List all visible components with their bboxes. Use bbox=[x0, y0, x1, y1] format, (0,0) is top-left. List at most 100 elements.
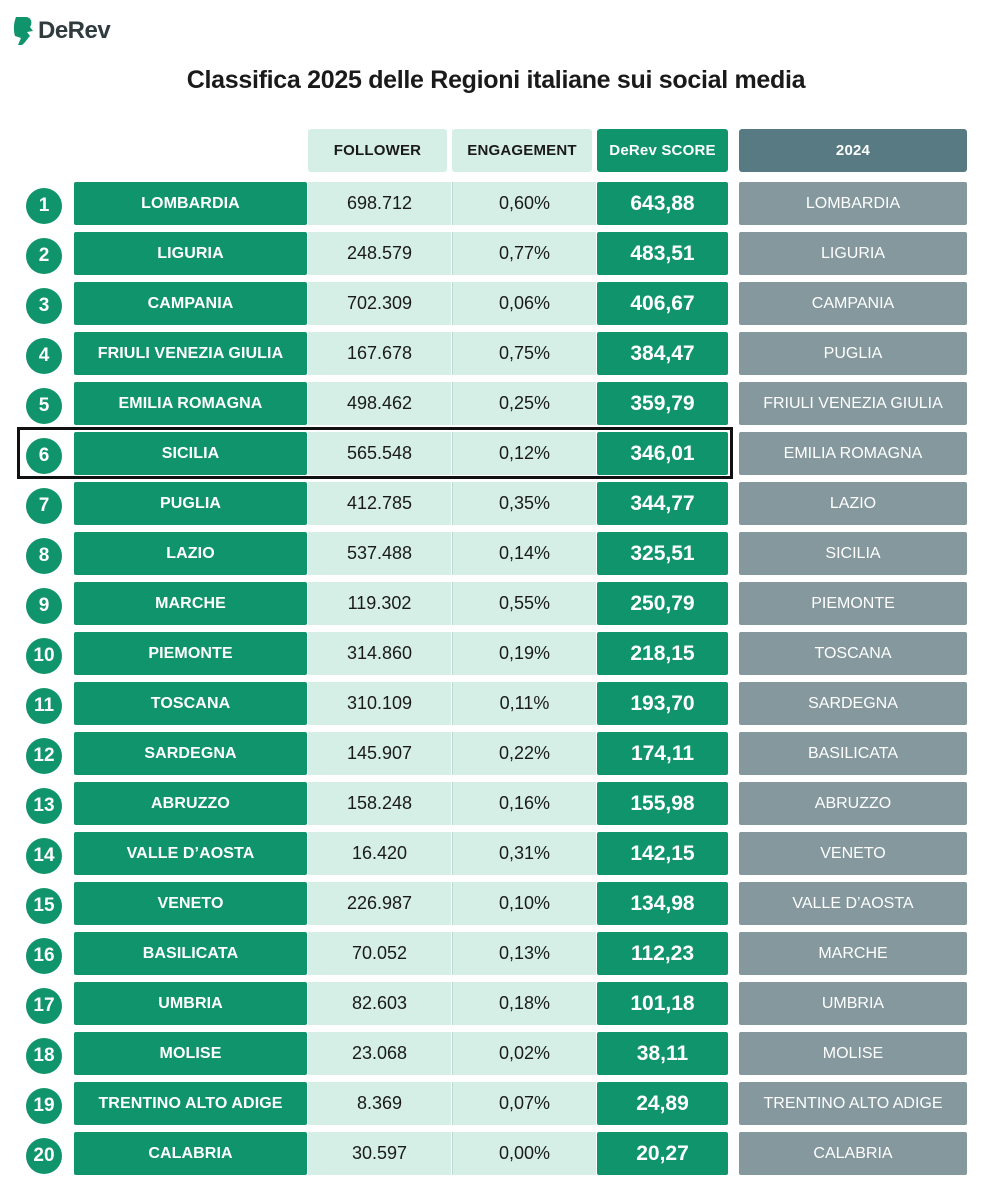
follower-count: 498.462 bbox=[308, 382, 451, 425]
previous-year-region: PUGLIA bbox=[739, 332, 967, 375]
region-name: FRIULI VENEZIA GIULIA bbox=[74, 332, 307, 375]
brand-logo: DeRev bbox=[12, 14, 111, 48]
rank-badge: 13 bbox=[26, 788, 62, 824]
region-name: CAMPANIA bbox=[74, 282, 307, 325]
derev-score: 20,27 bbox=[597, 1132, 728, 1175]
engagement-rate: 0,11% bbox=[452, 682, 596, 725]
page-title: Classifica 2025 delle Regioni italiane s… bbox=[186, 66, 806, 94]
previous-year-region: CAMPANIA bbox=[739, 282, 967, 325]
derev-score: 643,88 bbox=[597, 182, 728, 225]
follower-count: 537.488 bbox=[308, 532, 451, 575]
previous-year-region: PIEMONTE bbox=[739, 582, 967, 625]
derev-score: 346,01 bbox=[597, 432, 728, 475]
region-name: VALLE D’AOSTA bbox=[74, 832, 307, 875]
follower-count: 412.785 bbox=[308, 482, 451, 525]
region-name: LOMBARDIA bbox=[74, 182, 307, 225]
engagement-rate: 0,00% bbox=[452, 1132, 596, 1175]
derev-score: 344,77 bbox=[597, 482, 728, 525]
previous-year-region: VENETO bbox=[739, 832, 967, 875]
derev-score: 406,67 bbox=[597, 282, 728, 325]
engagement-rate: 0,14% bbox=[452, 532, 596, 575]
follower-count: 16.420 bbox=[308, 832, 451, 875]
engagement-rate: 0,22% bbox=[452, 732, 596, 775]
derev-logo-icon bbox=[13, 17, 33, 45]
table-row: 17 UMBRIA 82.603 0,18% 101,18 UMBRIA bbox=[0, 982, 992, 1032]
ranking-table: 1 LOMBARDIA 698.712 0,60% 643,88 LOMBARDIA 2 LI… bbox=[0, 182, 992, 1182]
rank-badge: 2 bbox=[26, 238, 62, 274]
follower-count: 82.603 bbox=[308, 982, 451, 1025]
table-row: 20 CALABRIA 30.597 0,00% 20,27 CALABRIA bbox=[0, 1132, 992, 1182]
previous-year-region: LAZIO bbox=[739, 482, 967, 525]
table-row: 10 PIEMONTE 314.860 0,19% 218,15 TOSCANA bbox=[0, 632, 992, 682]
region-name: SARDEGNA bbox=[74, 732, 307, 775]
engagement-rate: 0,75% bbox=[452, 332, 596, 375]
table-row: 9 MARCHE 119.302 0,55% 250,79 PIEMONTE bbox=[0, 582, 992, 632]
derev-score: 155,98 bbox=[597, 782, 728, 825]
follower-count: 23.068 bbox=[308, 1032, 451, 1075]
previous-year-region: UMBRIA bbox=[739, 982, 967, 1025]
rank-badge: 19 bbox=[26, 1088, 62, 1124]
rank-badge: 9 bbox=[26, 588, 62, 624]
rank-badge: 7 bbox=[26, 488, 62, 524]
region-name: LIGURIA bbox=[74, 232, 307, 275]
derev-score: 218,15 bbox=[597, 632, 728, 675]
follower-count: 167.678 bbox=[308, 332, 451, 375]
rank-badge: 4 bbox=[26, 338, 62, 374]
derev-score: 142,15 bbox=[597, 832, 728, 875]
rank-badge: 1 bbox=[26, 188, 62, 224]
brand-name: DeRev bbox=[38, 17, 111, 44]
region-name: PUGLIA bbox=[74, 482, 307, 525]
follower-count: 248.579 bbox=[308, 232, 451, 275]
table-row: 7 PUGLIA 412.785 0,35% 344,77 LAZIO bbox=[0, 482, 992, 532]
previous-year-region: CALABRIA bbox=[739, 1132, 967, 1175]
engagement-rate: 0,13% bbox=[452, 932, 596, 975]
region-name: BASILICATA bbox=[74, 932, 307, 975]
derev-score: 101,18 bbox=[597, 982, 728, 1025]
region-name: TOSCANA bbox=[74, 682, 307, 725]
rank-badge: 20 bbox=[26, 1138, 62, 1174]
rank-badge: 12 bbox=[26, 738, 62, 774]
rank-badge: 8 bbox=[26, 538, 62, 574]
follower-count: 698.712 bbox=[308, 182, 451, 225]
derev-score: 325,51 bbox=[597, 532, 728, 575]
header-engagement: ENGAGEMENT bbox=[452, 129, 592, 172]
follower-count: 70.052 bbox=[308, 932, 451, 975]
previous-year-region: ABRUZZO bbox=[739, 782, 967, 825]
engagement-rate: 0,31% bbox=[452, 832, 596, 875]
engagement-rate: 0,60% bbox=[452, 182, 596, 225]
derev-score: 384,47 bbox=[597, 332, 728, 375]
derev-score: 174,11 bbox=[597, 732, 728, 775]
rank-badge: 18 bbox=[26, 1038, 62, 1074]
derev-score: 193,70 bbox=[597, 682, 728, 725]
engagement-rate: 0,10% bbox=[452, 882, 596, 925]
derev-score: 38,11 bbox=[597, 1032, 728, 1075]
follower-count: 119.302 bbox=[308, 582, 451, 625]
region-name: EMILIA ROMAGNA bbox=[74, 382, 307, 425]
table-row: 4 FRIULI VENEZIA GIULIA 167.678 0,75% 384,47… bbox=[0, 332, 992, 382]
rank-badge: 14 bbox=[26, 838, 62, 874]
engagement-rate: 0,02% bbox=[452, 1032, 596, 1075]
derev-score: 359,79 bbox=[597, 382, 728, 425]
table-row: 8 LAZIO 537.488 0,14% 325,51 SICILIA bbox=[0, 532, 992, 582]
table-row: 14 VALLE D’AOSTA 16.420 0,31% 142,15 VENETO bbox=[0, 832, 992, 882]
rank-badge: 5 bbox=[26, 388, 62, 424]
engagement-rate: 0,18% bbox=[452, 982, 596, 1025]
region-name: SICILIA bbox=[74, 432, 307, 475]
region-name: TRENTINO ALTO ADIGE bbox=[74, 1082, 307, 1125]
engagement-rate: 0,16% bbox=[452, 782, 596, 825]
header-derev-score: DeRev SCORE bbox=[597, 129, 728, 172]
derev-score: 250,79 bbox=[597, 582, 728, 625]
engagement-rate: 0,12% bbox=[452, 432, 596, 475]
table-row: 16 BASILICATA 70.052 0,13% 112,23 MARCHE bbox=[0, 932, 992, 982]
region-name: MARCHE bbox=[74, 582, 307, 625]
follower-count: 310.109 bbox=[308, 682, 451, 725]
rank-badge: 16 bbox=[26, 938, 62, 974]
previous-year-region: LOMBARDIA bbox=[739, 182, 967, 225]
region-name: VENETO bbox=[74, 882, 307, 925]
previous-year-region: MOLISE bbox=[739, 1032, 967, 1075]
derev-score: 112,23 bbox=[597, 932, 728, 975]
follower-count: 158.248 bbox=[308, 782, 451, 825]
table-row: 11 TOSCANA 310.109 0,11% 193,70 SARDEGNA bbox=[0, 682, 992, 732]
previous-year-region: TRENTINO ALTO ADIGE bbox=[739, 1082, 967, 1125]
previous-year-region: SICILIA bbox=[739, 532, 967, 575]
